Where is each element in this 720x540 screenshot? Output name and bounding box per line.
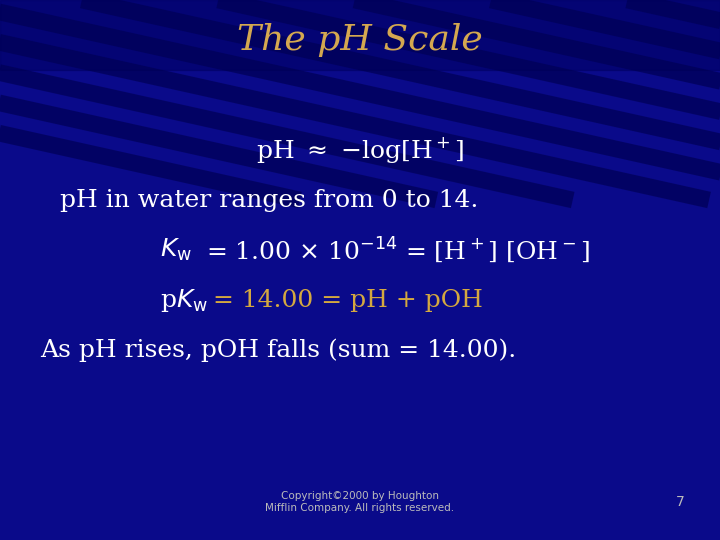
Text: Copyright©2000 by Houghton
Mifflin Company. All rights reserved.: Copyright©2000 by Houghton Mifflin Compa… (266, 491, 454, 513)
Text: p$\mathit{K}_\mathrm{w}$: p$\mathit{K}_\mathrm{w}$ (160, 287, 208, 314)
Bar (0, 0, 720, 70)
Text: As pH rises, pOH falls (sum = 14.00).: As pH rises, pOH falls (sum = 14.00). (40, 338, 516, 362)
Text: pH in water ranges from 0 to 14.: pH in water ranges from 0 to 14. (60, 188, 478, 212)
Text: The pH Scale: The pH Scale (237, 23, 483, 57)
Text: pH $\approx$ $-$log[H$^+$]: pH $\approx$ $-$log[H$^+$] (256, 135, 464, 165)
Text: $\mathit{K}_\mathrm{w}$: $\mathit{K}_\mathrm{w}$ (160, 237, 192, 263)
Text: = 14.00 = pH + pOH: = 14.00 = pH + pOH (213, 288, 483, 312)
Text: = 1.00 $\times$ 10$^{-14}$ = [H$^+$] [OH$^-$]: = 1.00 $\times$ 10$^{-14}$ = [H$^+$] [OH… (206, 235, 590, 265)
Text: 7: 7 (675, 495, 685, 509)
